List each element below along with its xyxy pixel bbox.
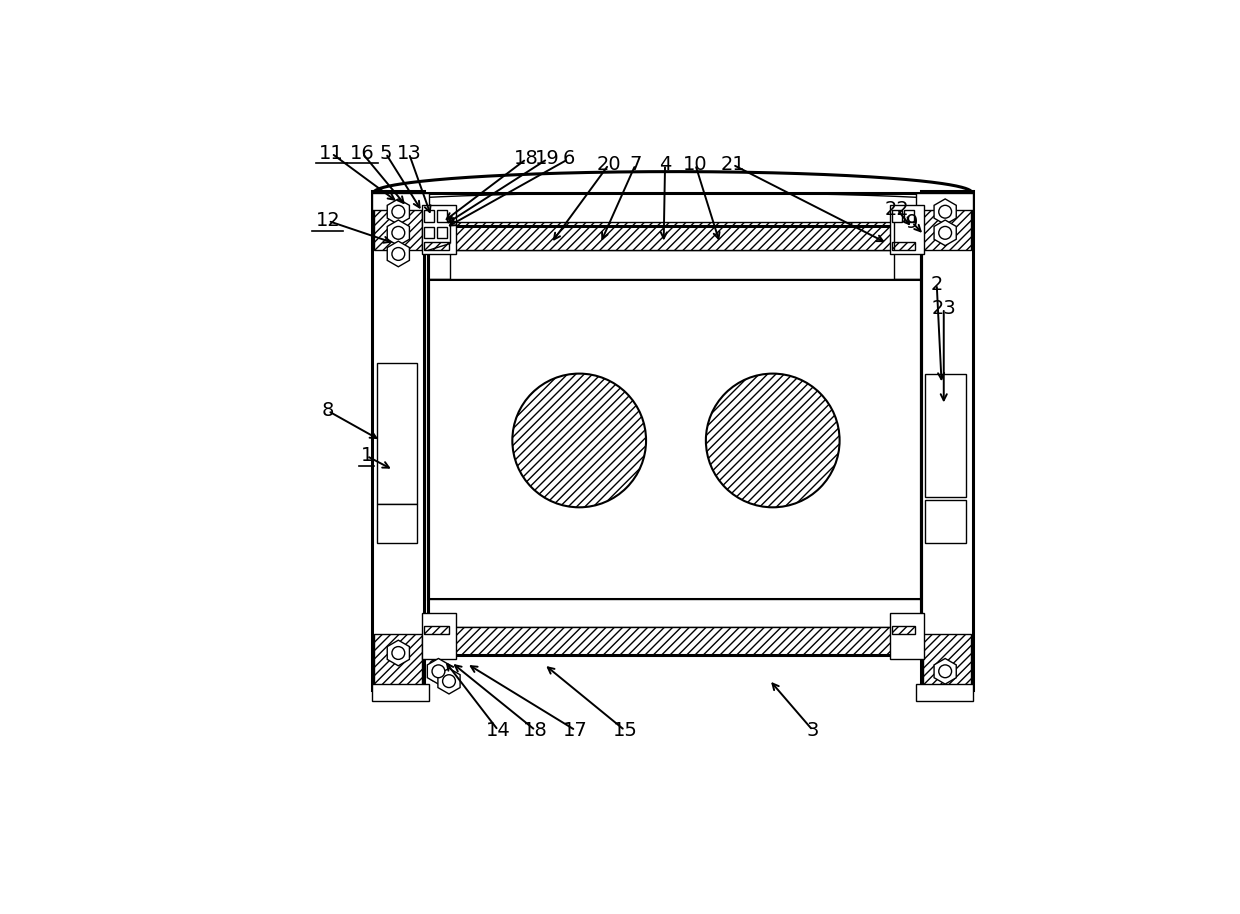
Polygon shape (934, 199, 956, 225)
Bar (893, 209, 903, 222)
Text: 6: 6 (563, 150, 575, 168)
Circle shape (939, 206, 951, 218)
Text: 10: 10 (683, 155, 708, 174)
Bar (428, 250, 920, 279)
Polygon shape (438, 668, 460, 694)
Bar (436, 227, 446, 238)
Polygon shape (934, 220, 956, 246)
Text: 9: 9 (906, 213, 919, 232)
Text: 20: 20 (596, 155, 621, 174)
Text: 17: 17 (563, 721, 588, 740)
Text: 16: 16 (350, 143, 374, 163)
Bar (925, 500, 966, 543)
Bar (925, 374, 966, 497)
Text: 12: 12 (315, 211, 340, 230)
Text: 4: 4 (658, 155, 671, 174)
Text: 8: 8 (321, 401, 334, 420)
Bar (372, 684, 429, 701)
Bar (424, 227, 434, 238)
Text: 18: 18 (523, 721, 548, 740)
Text: 1: 1 (361, 446, 373, 465)
Bar (920, 191, 973, 690)
Bar (915, 684, 973, 701)
Text: 18: 18 (515, 150, 539, 168)
Bar (377, 504, 418, 543)
Circle shape (429, 660, 440, 671)
Bar (424, 209, 434, 222)
Bar (915, 193, 973, 209)
Bar (904, 209, 914, 222)
Bar (428, 226, 920, 655)
Text: 14: 14 (486, 721, 511, 740)
Bar (428, 222, 920, 250)
Polygon shape (387, 241, 409, 267)
Circle shape (392, 248, 404, 260)
Bar (373, 197, 423, 250)
Polygon shape (387, 220, 409, 246)
Bar (890, 613, 924, 659)
Circle shape (706, 374, 839, 507)
Bar (377, 363, 418, 504)
Bar (423, 613, 456, 659)
Bar (372, 191, 424, 690)
Text: 7: 7 (630, 155, 641, 174)
Text: 23: 23 (931, 299, 956, 318)
Circle shape (392, 206, 404, 218)
Bar (893, 242, 915, 250)
Text: 13: 13 (397, 143, 422, 163)
Circle shape (512, 374, 646, 507)
Bar (424, 242, 449, 250)
Bar (428, 279, 920, 599)
Bar (428, 627, 920, 655)
Text: 3: 3 (807, 721, 820, 740)
Circle shape (392, 646, 404, 659)
Circle shape (432, 664, 445, 677)
Circle shape (440, 675, 451, 686)
Bar (373, 634, 423, 686)
Circle shape (443, 675, 455, 687)
Text: 22: 22 (885, 200, 910, 219)
Bar (436, 209, 446, 222)
Text: 2: 2 (930, 275, 942, 293)
Text: 5: 5 (379, 143, 392, 163)
Circle shape (392, 227, 404, 239)
Polygon shape (428, 658, 450, 684)
Bar (428, 599, 920, 627)
Polygon shape (934, 658, 956, 684)
Text: 19: 19 (536, 150, 560, 168)
Bar (923, 634, 971, 686)
Circle shape (939, 227, 951, 239)
Circle shape (939, 664, 951, 677)
Bar (890, 205, 924, 254)
Bar (423, 205, 456, 254)
Text: 15: 15 (613, 721, 637, 740)
Bar (893, 625, 915, 634)
Polygon shape (387, 640, 409, 665)
Bar (372, 193, 429, 209)
Circle shape (429, 670, 440, 681)
Bar (424, 625, 449, 634)
Bar (923, 197, 971, 250)
Text: 11: 11 (319, 143, 343, 163)
Text: 21: 21 (720, 155, 745, 174)
Polygon shape (387, 199, 409, 225)
